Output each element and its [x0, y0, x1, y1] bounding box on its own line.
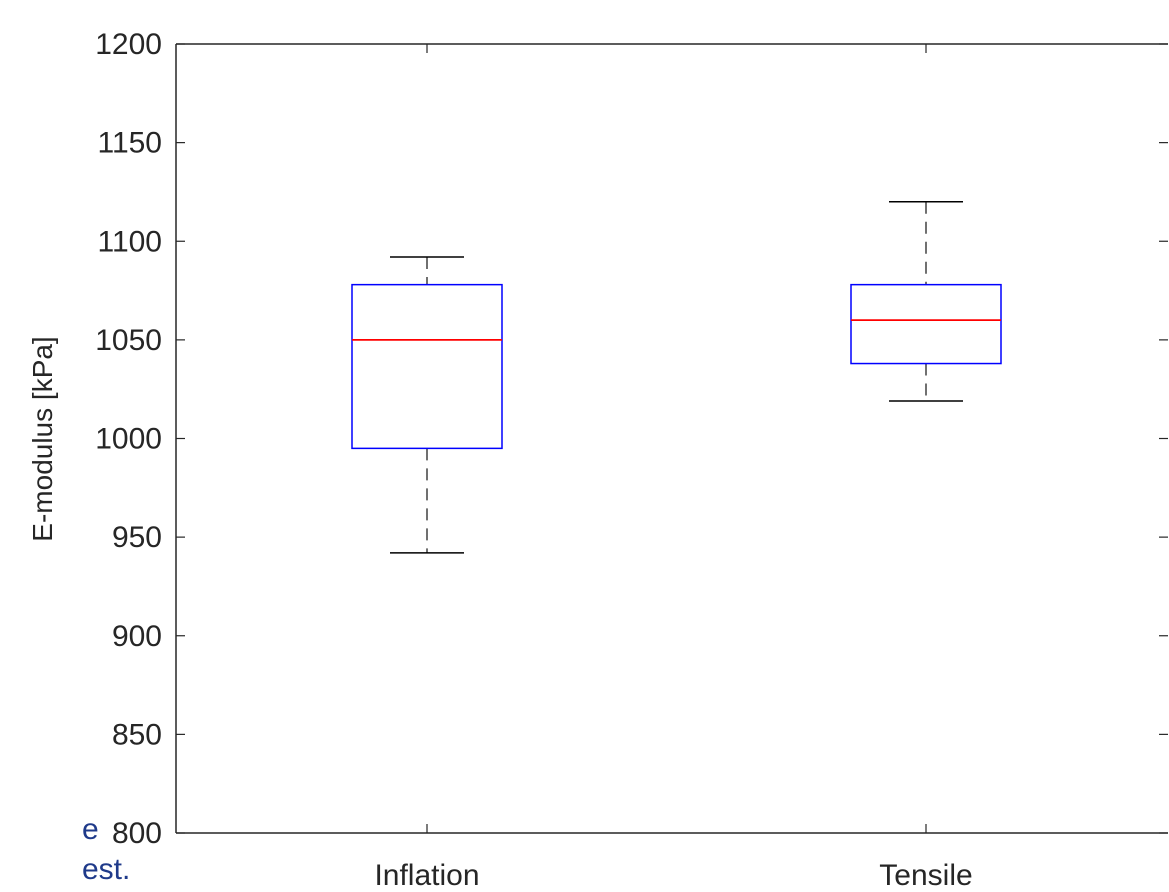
snippet-text-line-1: e — [82, 813, 99, 846]
y-axis-ticks: 800 850 900 950 1000 1050 1100 1150 1200 — [95, 28, 1168, 850]
y-tick-label: 950 — [112, 521, 162, 554]
snippet-text-line-2: est. — [82, 853, 131, 886]
x-tick-label: Tensile — [879, 859, 972, 892]
box-tensile — [850, 201, 1002, 402]
box-inflation — [351, 256, 503, 554]
y-tick-label: 1150 — [97, 127, 162, 160]
y-tick-label: 1050 — [95, 324, 162, 357]
iqr-box — [850, 283, 1002, 365]
y-tick-label: 800 — [112, 817, 162, 850]
y-axis-label: E-modulus [kPa] — [27, 336, 58, 541]
x-axis-ticks: Inflation Tensile — [374, 44, 973, 892]
box-series — [351, 201, 1002, 554]
y-tick-label: 1200 — [95, 28, 162, 61]
y-tick-label: 900 — [112, 620, 162, 653]
y-tick-label: 850 — [112, 718, 162, 751]
axes-frame — [175, 43, 1168, 834]
x-tick-label: Inflation — [374, 859, 479, 892]
y-tick-label: 1000 — [95, 423, 162, 456]
iqr-box — [351, 283, 503, 450]
y-tick-label: 1100 — [97, 225, 162, 258]
